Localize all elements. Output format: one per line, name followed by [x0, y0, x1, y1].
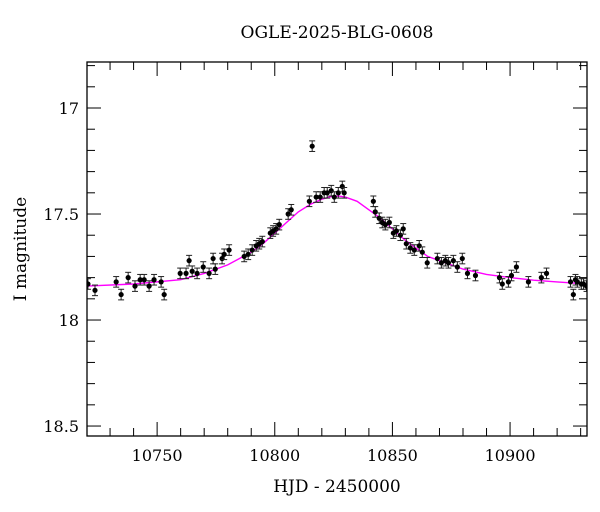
data-point: [288, 203, 295, 216]
x-axis-label: HJD - 2450000: [273, 477, 401, 497]
chart-title: OGLE-2025-BLG-0608: [241, 23, 434, 43]
data-point: [125, 271, 132, 284]
y-tick-label: 18.5: [43, 417, 79, 436]
data-point: [454, 261, 461, 273]
data-point: [411, 244, 418, 256]
y-tick-label: 18: [59, 311, 79, 330]
data-point: [161, 288, 168, 301]
y-axis-label: I magnitude: [11, 197, 31, 301]
y-tick-label: 17.5: [43, 205, 79, 224]
data-point: [206, 267, 213, 280]
data-point: [570, 288, 577, 301]
data-point: [416, 240, 423, 252]
data-point: [177, 267, 184, 280]
data-point: [508, 269, 515, 282]
data-point: [400, 223, 407, 235]
data-point: [496, 271, 503, 284]
data-point: [574, 276, 581, 288]
data-point: [341, 187, 348, 199]
data-point: [151, 273, 158, 286]
data-point: [194, 267, 201, 280]
data-point: [372, 206, 379, 218]
plot-frame: [86, 61, 588, 437]
data-point: [158, 276, 165, 288]
data-point: [113, 276, 120, 288]
x-tick-label: 10800: [249, 446, 300, 465]
data-point: [472, 269, 479, 282]
data-point: [407, 242, 414, 254]
data-point: [92, 284, 98, 297]
data-point: [132, 280, 138, 292]
x-tick-label: 10850: [367, 446, 418, 465]
data-point: [543, 267, 550, 280]
y-tick-label: 17: [59, 99, 79, 118]
data-point: [306, 195, 313, 208]
axes: 10750 10800 10850 10900 17 17.5 18 18.5: [43, 62, 587, 465]
data-point: [221, 248, 228, 261]
data-point: [183, 267, 190, 280]
data-point: [459, 252, 466, 265]
data-point: [210, 252, 217, 265]
x-tick-label: 10750: [132, 446, 183, 465]
data-point: [226, 244, 233, 256]
plot-area: [87, 140, 587, 301]
data-point: [464, 267, 471, 280]
data-point: [87, 278, 91, 290]
data-point: [270, 225, 277, 237]
model-fit-line: [87, 195, 587, 287]
data-point: [525, 276, 532, 288]
data-point: [538, 271, 545, 284]
data-point: [382, 218, 389, 231]
data-point: [419, 246, 426, 258]
data-point: [118, 288, 125, 301]
data-point: [513, 261, 520, 273]
data-point: [438, 256, 445, 269]
x-tick-label: 10900: [485, 446, 536, 465]
data-point: [499, 278, 506, 290]
data-point: [309, 140, 316, 152]
data-point: [146, 280, 153, 292]
data-point: [189, 265, 196, 278]
data-point: [241, 250, 248, 263]
data-point: [186, 254, 193, 267]
data-point: [324, 187, 331, 199]
data-point: [212, 263, 219, 275]
data-point: [424, 256, 431, 269]
data-point: [567, 276, 574, 288]
data-point: [276, 218, 283, 231]
data-point: [141, 273, 148, 286]
data-point: [370, 195, 377, 208]
data-point: [259, 235, 266, 248]
data-point: [445, 256, 452, 269]
data-point: [200, 261, 207, 273]
